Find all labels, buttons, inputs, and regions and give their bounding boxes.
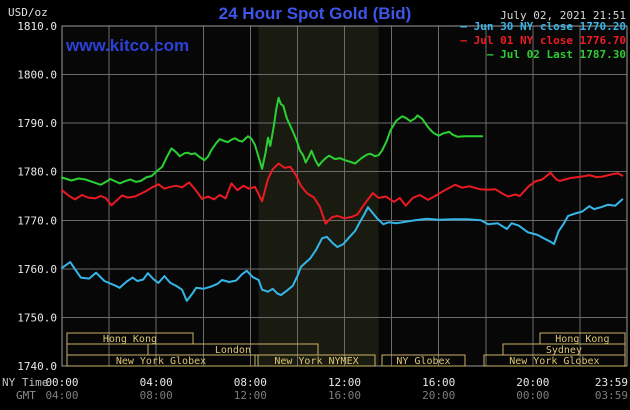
session-label-london: London	[215, 345, 251, 356]
session-box-new-york-globex	[483, 354, 626, 367]
session-label-hong-kong: Hong Kong	[103, 334, 157, 345]
unit-label: USD/oz	[8, 6, 48, 19]
nymex-session-band	[258, 26, 379, 366]
y-tick-label: 1740.0	[17, 360, 57, 373]
x-tick-gmt: 16:00	[328, 389, 361, 402]
session-box-ny-globex	[381, 354, 466, 367]
x-tick-ny: 16:00	[422, 376, 455, 389]
gmt-axis-label: GMT	[16, 389, 36, 402]
ny-time-axis-label: NY Time	[2, 376, 49, 389]
kitco-watermark-link[interactable]: www.kitco.com	[66, 36, 190, 55]
x-tick-ny: 20:00	[516, 376, 549, 389]
session-label-new-york-nymex: New York NYMEX	[274, 356, 358, 367]
series-line-jun-30-ny-close	[61, 198, 624, 302]
y-tick-label: 1780.0	[17, 166, 57, 179]
x-tick-gmt: 00:00	[516, 389, 549, 402]
x-tick-ny: 12:00	[328, 376, 361, 389]
session-label-sydney: Sydney	[546, 345, 582, 356]
x-tick-gmt: 03:59	[595, 389, 628, 402]
x-tick-gmt: 20:00	[422, 389, 455, 402]
session-box-new-york-nymex	[257, 354, 376, 367]
legend-item-2: – Jul 02 Last 1787.30	[486, 48, 626, 61]
y-tick-label: 1810.0	[17, 20, 57, 33]
datetime-label: July 02, 2021 21:51	[500, 9, 626, 22]
x-tick-gmt: 08:00	[140, 389, 173, 402]
session-label-ny-globex: NY Globex	[396, 356, 450, 367]
y-tick-label: 1800.0	[17, 69, 57, 82]
legend-item-1: – Jul 01 NY close 1776.70	[460, 34, 626, 47]
x-tick-gmt: 12:00	[234, 389, 267, 402]
session-label-hong-kong: Hong Kong	[555, 334, 609, 345]
x-tick-ny: 04:00	[140, 376, 173, 389]
y-tick-label: 1770.0	[17, 214, 57, 227]
x-tick-ny: 00:00	[45, 376, 78, 389]
session-label-new-york-globex: New York Globex	[116, 356, 206, 367]
y-tick-label: 1790.0	[17, 117, 57, 130]
x-tick-gmt: 04:00	[45, 389, 78, 402]
x-tick-ny: 23:59	[595, 376, 628, 389]
y-tick-label: 1760.0	[17, 263, 57, 276]
legend-item-0: – Jun 30 NY close 1770.20	[460, 20, 626, 33]
session-label-new-york-globex: New York Globex	[509, 356, 599, 367]
x-tick-ny: 08:00	[234, 376, 267, 389]
session-box-new-york-globex	[66, 354, 256, 367]
series-line-jul-01-ny-close	[61, 162, 624, 225]
page-title: 24 Hour Spot Gold (Bid)	[218, 4, 412, 23]
legend: – Jun 30 NY close 1770.20– Jul 01 NY clo…	[460, 20, 626, 62]
y-tick-label: 1750.0	[17, 311, 57, 324]
series-line-jul-02-last	[61, 96, 484, 186]
